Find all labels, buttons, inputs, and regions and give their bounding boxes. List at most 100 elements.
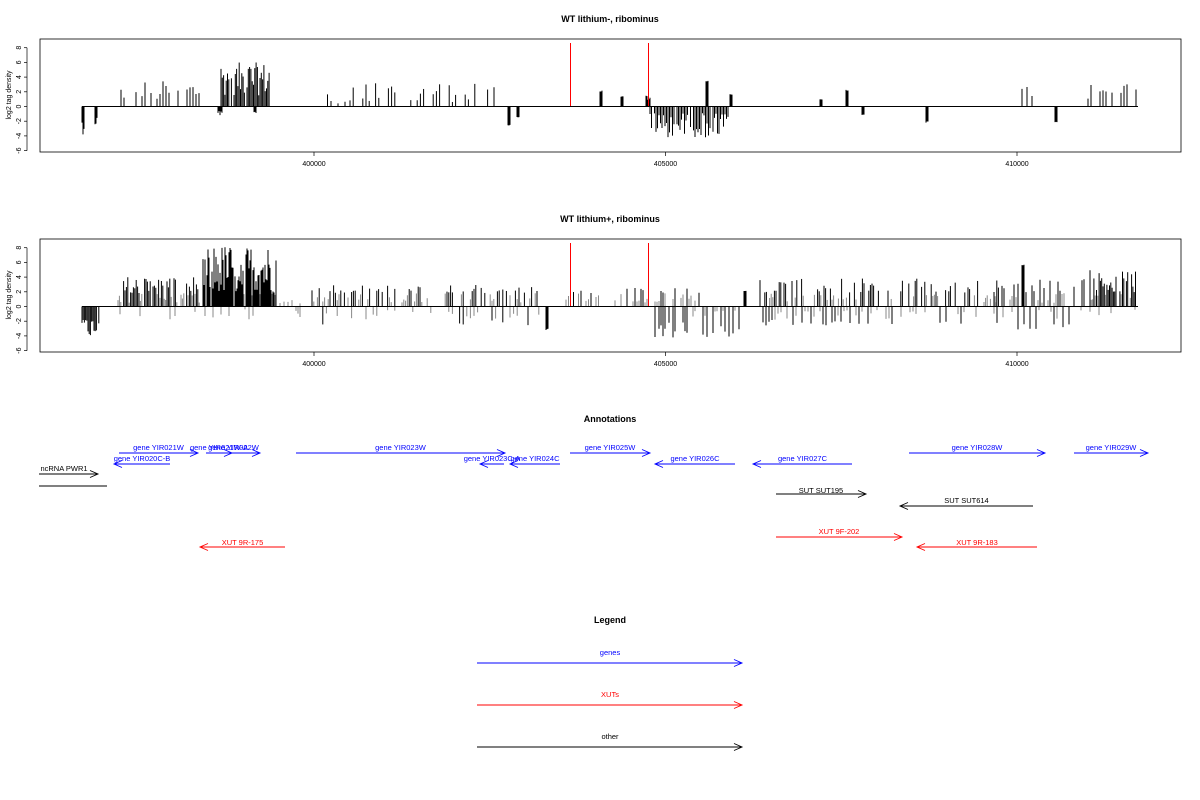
y-tick-label: 4: [16, 275, 23, 279]
legend-label: XUTs: [601, 690, 619, 699]
y-tick-label: 6: [16, 260, 23, 264]
feature-label: gene YIR021W-A: [190, 443, 248, 452]
x-tick-label: 410000: [1005, 361, 1028, 368]
y-tick-label: 0: [16, 304, 23, 308]
panel-lithium-plus: WT lithium+, ribominus log2 tag density …: [6, 214, 1182, 368]
arrowhead-right-icon: [1139, 449, 1150, 457]
y-tick-label: -2: [16, 318, 23, 324]
feature-label: gene YIR020C-B: [114, 454, 171, 463]
y-tick-label: 0: [16, 104, 23, 108]
y-tick-label: 8: [16, 246, 23, 250]
y-tick-label: 4: [16, 75, 23, 79]
arrowhead-right-icon: [89, 470, 100, 478]
panel2-signal-bars: [81, 247, 1136, 338]
feature-label: SUT SUT614: [944, 496, 988, 505]
arrowhead-left-icon: [198, 543, 209, 551]
panel1-signal-bars: [81, 62, 1137, 138]
y-tick-label: -6: [16, 347, 23, 353]
y-tick-label: 2: [16, 90, 23, 94]
arrowhead-left-icon: [508, 460, 519, 468]
panel-lithium-minus: WT lithium-, ribominus log2 tag density …: [6, 14, 1182, 168]
arrowhead-right-icon: [496, 449, 507, 457]
feature-label: gene YIR027C: [778, 454, 828, 463]
arrowhead-right-icon: [733, 701, 744, 709]
panel2-y-axis: -6 -4 -2 0 2 4 6 8: [16, 246, 28, 354]
annotation-feature: gene YIR020C-B: [112, 454, 171, 468]
panel1-ylabel: log2 tag density: [6, 70, 13, 120]
panel1-frame: [39, 38, 1182, 153]
annotations-panel: Annotations ncRNA PWR1 gene YIR020C-B gene…: [39, 414, 1150, 551]
feature-label: XUT 9R-183: [956, 538, 998, 547]
annotation-feature: gene YIR024C: [508, 454, 560, 468]
x-tick-label: 405000: [654, 161, 677, 168]
annotation-feature: ncRNA PWR1: [39, 464, 107, 487]
annotation-feature: gene YIR028W: [909, 443, 1047, 457]
y-tick-label: -4: [16, 333, 23, 339]
y-tick-label: -6: [16, 147, 23, 153]
feature-label: gene YIR022W: [208, 443, 260, 452]
x-tick-label: 405000: [654, 361, 677, 368]
legend-title: Legend: [594, 615, 626, 625]
arrowhead-left-icon: [653, 460, 664, 468]
annotation-feature: gene YIR025W: [570, 443, 652, 457]
y-tick-label: -2: [16, 118, 23, 124]
legend-label: other: [601, 732, 619, 741]
annotation-feature: gene YIR026C: [653, 454, 735, 468]
annotation-feature: gene YIR029W: [1074, 443, 1150, 457]
feature-label: gene YIR026C: [670, 454, 720, 463]
annotation-features: ncRNA PWR1 gene YIR020C-B gene YIR021W gene…: [39, 443, 1150, 551]
feature-label: gene YIR029W: [1086, 443, 1138, 452]
feature-label: gene YIR028W: [952, 443, 1004, 452]
annotation-feature: gene YIR023C-A: [464, 454, 521, 468]
arrowhead-right-icon: [893, 533, 904, 541]
y-tick-label: 2: [16, 290, 23, 294]
feature-label: gene YIR023W: [375, 443, 427, 452]
feature-label: gene YIR023C-A: [464, 454, 521, 463]
annotation-feature: XUT 9R-175: [198, 538, 285, 551]
x-tick-label: 400000: [302, 361, 325, 368]
x-tick-label: 400000: [302, 161, 325, 168]
arrowhead-right-icon: [733, 659, 744, 667]
legend-item: other: [477, 732, 744, 751]
panel2-frame: [39, 238, 1182, 353]
annotation-feature: gene YIR022W: [207, 443, 262, 457]
arrowhead-left-icon: [112, 460, 123, 468]
legend-items: genes XUTs other: [477, 648, 744, 751]
annotation-feature: gene YIR027C: [751, 454, 852, 468]
y-tick-label: 8: [16, 46, 23, 50]
arrowhead-right-icon: [641, 449, 652, 457]
arrowhead-left-icon: [478, 460, 489, 468]
panel1-y-axis: -6 -4 -2 0 2 4 6 8: [16, 46, 28, 154]
feature-label: gene YIR025W: [585, 443, 637, 452]
feature-label: ncRNA PWR1: [40, 464, 87, 473]
panel2-ylabel: log2 tag density: [6, 270, 13, 320]
legend-panel: Legend genes XUTs other: [477, 615, 744, 751]
annotation-feature: SUT SUT614: [898, 496, 1033, 510]
arrowhead-right-icon: [189, 449, 200, 457]
arrowhead-right-icon: [1036, 449, 1047, 457]
panel1-x-axis: 400000 405000 410000: [302, 152, 1029, 168]
x-tick-label: 410000: [1005, 161, 1028, 168]
arrowhead-right-icon: [733, 743, 744, 751]
arrowhead-left-icon: [751, 460, 762, 468]
arrowhead-left-icon: [898, 502, 909, 510]
panel2-red-markers: [570, 243, 649, 307]
legend-item: XUTs: [477, 690, 744, 709]
annotation-feature: gene YIR021W: [119, 443, 200, 457]
annotation-feature: gene YIR023W: [296, 443, 507, 457]
annotation-feature: XUT 9R-183: [915, 538, 1037, 551]
annotation-feature: SUT SUT195: [776, 486, 868, 498]
panel2-title: WT lithium+, ribominus: [560, 214, 660, 224]
y-tick-label: 6: [16, 60, 23, 64]
legend-label: genes: [600, 648, 621, 657]
feature-label: SUT SUT195: [799, 486, 843, 495]
feature-label: gene YIR024C: [510, 454, 560, 463]
legend-item: genes: [477, 648, 744, 667]
arrowhead-right-icon: [251, 449, 262, 457]
arrowhead-right-icon: [857, 490, 868, 498]
annotations-title: Annotations: [584, 414, 637, 424]
feature-label: gene YIR021W: [133, 443, 185, 452]
arrowhead-left-icon: [915, 543, 926, 551]
annotation-feature: XUT 9F-202: [776, 527, 904, 541]
